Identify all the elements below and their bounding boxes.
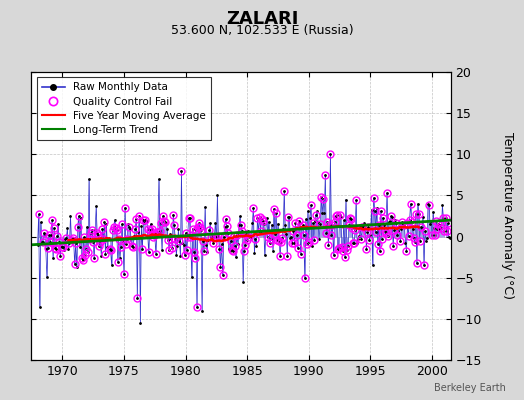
Y-axis label: Temperature Anomaly (°C): Temperature Anomaly (°C) (501, 132, 515, 300)
Text: ZALARI: ZALARI (226, 10, 298, 28)
Text: 53.600 N, 102.533 E (Russia): 53.600 N, 102.533 E (Russia) (171, 24, 353, 37)
Legend: Raw Monthly Data, Quality Control Fail, Five Year Moving Average, Long-Term Tren: Raw Monthly Data, Quality Control Fail, … (37, 77, 211, 140)
Text: Berkeley Earth: Berkeley Earth (434, 383, 506, 393)
